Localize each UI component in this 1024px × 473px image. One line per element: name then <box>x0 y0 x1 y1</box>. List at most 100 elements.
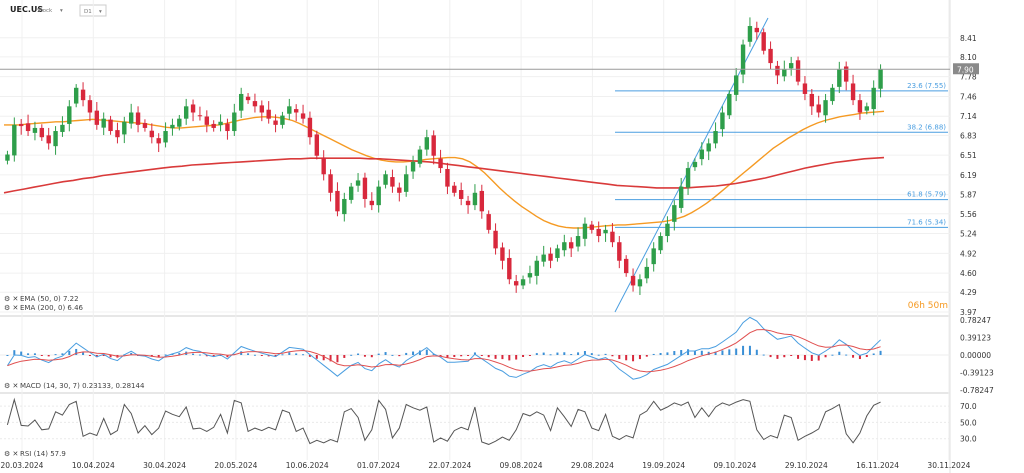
macd-histogram-bar <box>253 354 256 356</box>
macd-histogram-bar <box>384 352 387 355</box>
candle-body <box>527 273 533 278</box>
macd-histogram-bar <box>329 355 332 362</box>
macd-histogram-bar <box>88 355 91 356</box>
fib-level-label: 23.6 (7.55) <box>907 82 946 90</box>
candle-body <box>452 185 457 193</box>
time-tick-label: 29.08.2024 <box>571 461 614 470</box>
candle-body <box>355 180 361 186</box>
legend-icons[interactable]: ⚙ ✕ <box>4 304 18 312</box>
rsi-tick-label: 70.0 <box>960 402 977 411</box>
macd-histogram-bar <box>501 355 504 360</box>
candle-body <box>259 105 265 113</box>
fibonacci-retracement[interactable]: 23.6 (7.55) 38.2 (6.88) 61.8 (5.79) 71.6 (5… <box>614 17 948 313</box>
symbol-label: UEC.US <box>10 5 43 14</box>
macd-histogram-bar <box>810 355 813 361</box>
price-tick-label: 5.87 <box>960 191 977 200</box>
candle-body <box>651 248 656 265</box>
macd-histogram-bar <box>102 355 105 356</box>
macd-histogram-bar <box>797 355 800 359</box>
macd-legend-label: MACD (14, 30, 7) 0.23133, 0.28144 <box>20 382 145 390</box>
macd-tick-label: 0.00000 <box>960 351 991 360</box>
price-tick-label: 4.29 <box>960 288 977 297</box>
macd-histogram-bar <box>274 355 277 357</box>
macd-histogram-bar <box>240 351 243 355</box>
macd-histogram-bar <box>453 355 456 357</box>
macd-histogram-bar <box>33 353 36 355</box>
macd-histogram-bar <box>322 355 325 361</box>
symbol-dropdown-icon[interactable]: ▾ <box>60 8 63 14</box>
candle-body <box>32 127 38 133</box>
macd-histogram-bar <box>212 355 215 357</box>
candle-body <box>73 87 79 104</box>
macd-histogram-bar <box>508 355 511 361</box>
price-tick-label: 5.56 <box>960 210 977 219</box>
price-tick-label: 8.10 <box>960 53 977 62</box>
candle-body <box>12 124 17 156</box>
legend-icons[interactable]: ⚙ ✕ <box>4 382 18 390</box>
candle-body <box>252 101 258 107</box>
candle-body <box>520 279 526 286</box>
macd-histogram-bar <box>198 354 201 356</box>
candle-body <box>410 161 416 172</box>
candle-body <box>163 131 168 143</box>
candle-body <box>115 130 120 138</box>
candle-body <box>809 93 815 107</box>
macd-line <box>6 316 881 380</box>
time-tick-label: 16.11.2024 <box>856 461 899 470</box>
candle-body <box>582 223 588 239</box>
rsi-tick-label: 50.0 <box>960 418 977 427</box>
candle-body <box>747 26 753 42</box>
candle-body <box>788 63 794 69</box>
rsi-legend[interactable]: ⚙ ✕ RSI (14) 57.9 <box>4 450 66 458</box>
macd-histogram-bar <box>425 349 428 355</box>
legend-icons[interactable]: ⚙ ✕ <box>4 295 18 303</box>
ema50-legend[interactable]: ⚙ ✕ EMA (50, 0) 7.22 <box>4 295 79 303</box>
candle-timer: 06h 50m <box>908 301 948 311</box>
macd-histogram-bar <box>687 349 690 355</box>
macd-histogram-bar <box>391 354 394 356</box>
candle-body <box>472 192 478 206</box>
macd-tick-label: -0.78247 <box>960 386 994 395</box>
ema50-legend-label: EMA (50, 0) 7.22 <box>20 295 79 303</box>
candle-body <box>300 113 306 119</box>
candle-body <box>280 115 285 125</box>
candle-body <box>568 242 574 249</box>
candle-body <box>630 275 636 286</box>
macd-histogram-bar <box>590 353 593 355</box>
macd-histogram-bar <box>735 348 738 355</box>
macd-histogram-bar <box>343 355 346 358</box>
fib-level-label: 61.8 (5.79) <box>907 191 946 199</box>
candle-body <box>335 190 340 212</box>
macd-histogram-bar <box>693 350 696 355</box>
ema200-legend[interactable]: ⚙ ✕ EMA (200, 0) 6.46 <box>4 304 84 312</box>
macd-histogram-bar <box>460 355 463 357</box>
candle-body <box>850 83 856 101</box>
interval-label: D1 <box>84 9 92 15</box>
candle-body <box>183 106 189 119</box>
macd-histogram-bar <box>68 350 71 355</box>
macd-legend[interactable]: ⚙ ✕ MACD (14, 30, 7) 0.23133, 0.28144 <box>4 382 145 390</box>
macd-histogram-bar <box>295 353 298 355</box>
candle-body <box>369 200 375 206</box>
legend-icons[interactable]: ⚙ ✕ <box>4 450 18 458</box>
candle-body <box>397 187 402 193</box>
macd-histogram-bar <box>776 355 779 359</box>
macd-histogram-bar <box>6 355 9 356</box>
candle-body <box>273 120 278 125</box>
macd-histogram-bar <box>267 355 270 357</box>
macd-histogram-bar <box>824 355 827 358</box>
price-tick-label: 6.19 <box>960 171 977 180</box>
macd-histogram-bar <box>405 352 408 355</box>
candles <box>5 17 883 296</box>
candle-body <box>596 228 601 237</box>
candle-body <box>541 254 546 262</box>
macd-histogram-bar <box>652 353 655 355</box>
candle-body <box>740 44 746 75</box>
candle-body <box>658 236 663 251</box>
candle-body <box>287 106 292 114</box>
macd-histogram-bar <box>398 355 401 357</box>
macd-histogram-bar <box>467 355 470 356</box>
macd-histogram-bar <box>666 352 669 355</box>
macd-histogram-bar <box>418 350 421 355</box>
